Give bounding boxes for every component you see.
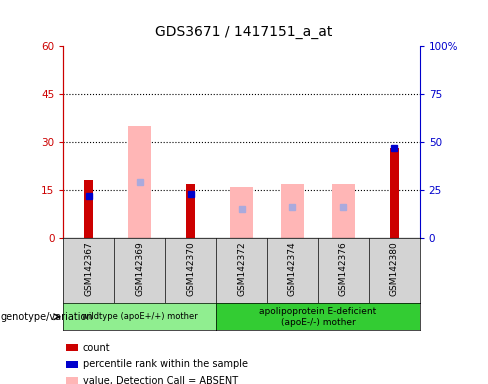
Bar: [281, 184, 304, 238]
Bar: [84, 180, 94, 238]
Bar: [389, 149, 399, 238]
Bar: [128, 126, 151, 238]
Text: GSM142372: GSM142372: [237, 242, 246, 296]
Bar: [230, 187, 253, 238]
Bar: [186, 184, 195, 238]
Text: GSM142380: GSM142380: [390, 242, 399, 296]
Text: GSM142369: GSM142369: [135, 242, 144, 296]
Text: value, Detection Call = ABSENT: value, Detection Call = ABSENT: [83, 376, 238, 384]
Text: GSM142370: GSM142370: [186, 242, 195, 296]
Text: wildtype (apoE+/+) mother: wildtype (apoE+/+) mother: [82, 312, 198, 321]
Text: genotype/variation: genotype/variation: [0, 312, 93, 322]
Text: GSM142376: GSM142376: [339, 242, 348, 296]
Text: apolipoprotein E-deficient
(apoE-/-) mother: apolipoprotein E-deficient (apoE-/-) mot…: [259, 307, 377, 327]
Text: percentile rank within the sample: percentile rank within the sample: [83, 359, 248, 369]
Text: GDS3671 / 1417151_a_at: GDS3671 / 1417151_a_at: [155, 25, 333, 39]
Text: GSM142367: GSM142367: [84, 242, 93, 296]
Bar: [332, 184, 355, 238]
Text: count: count: [83, 343, 111, 353]
Text: GSM142374: GSM142374: [288, 242, 297, 296]
